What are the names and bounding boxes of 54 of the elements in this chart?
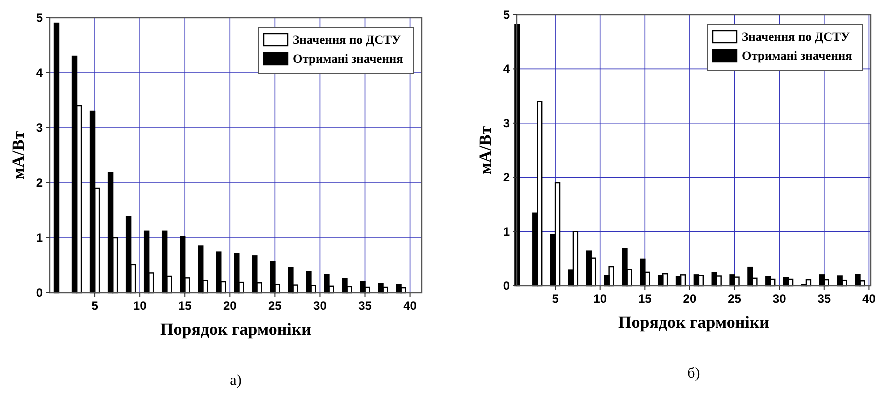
x-axis-title: Порядок гармоніки xyxy=(618,313,770,332)
x-tick-label: 35 xyxy=(358,299,372,313)
y-tick-label: 1 xyxy=(36,231,44,245)
legend-label: Значення по ДСТУ xyxy=(293,33,402,47)
y-tick-label: 4 xyxy=(503,62,510,76)
bar xyxy=(694,274,700,287)
bar xyxy=(54,22,60,294)
bar xyxy=(162,230,168,294)
y-tick-label: 0 xyxy=(36,286,44,300)
bar xyxy=(108,172,114,294)
bar xyxy=(766,276,772,287)
x-tick-label: 10 xyxy=(594,292,608,306)
x-tick-label: 20 xyxy=(683,292,697,306)
x-tick-label: 20 xyxy=(223,299,238,313)
x-tick-label: 25 xyxy=(268,299,282,313)
legend-label: Значення по ДСТУ xyxy=(742,30,850,44)
bar xyxy=(640,258,646,287)
x-tick-label: 5 xyxy=(552,292,560,306)
bar xyxy=(72,56,78,294)
x-tick-label: 30 xyxy=(314,299,328,313)
y-tick-label: 3 xyxy=(36,121,44,135)
x-tick-label: 40 xyxy=(404,299,418,313)
y-axis-title: мА/Вт xyxy=(476,126,495,175)
bar xyxy=(126,216,132,294)
y-tick-label: 0 xyxy=(503,279,510,293)
x-axis-title: Порядок гармоніки xyxy=(160,320,312,339)
y-axis-title: мА/Вт xyxy=(9,130,28,180)
bar xyxy=(90,110,96,294)
x-tick-label: 25 xyxy=(728,292,742,306)
x-tick-label: 10 xyxy=(133,299,148,313)
x-tick-label: 15 xyxy=(178,299,192,313)
y-tick-label: 2 xyxy=(503,170,510,185)
x-tick-label: 5 xyxy=(92,299,99,313)
y-tick-label: 5 xyxy=(503,8,510,22)
bar xyxy=(198,246,204,294)
text: а) xyxy=(230,373,242,389)
y-tick-label: 1 xyxy=(503,224,510,239)
bar xyxy=(572,231,579,287)
bar xyxy=(216,252,222,294)
bar xyxy=(144,230,150,294)
y-tick-label: 5 xyxy=(36,11,44,25)
legend-label: Отримані значення xyxy=(293,52,404,66)
x-tick-label: 35 xyxy=(818,292,832,306)
y-tick-label: 3 xyxy=(503,116,510,130)
y-tick-label: 2 xyxy=(36,176,44,190)
bar xyxy=(658,275,664,287)
x-tick-label: 40 xyxy=(862,292,876,306)
x-tick-label: 30 xyxy=(772,292,787,306)
legend-label: Отримані значення xyxy=(742,49,853,63)
y-tick-label: 4 xyxy=(36,66,44,80)
bar xyxy=(180,236,186,294)
x-tick-label: 15 xyxy=(638,292,652,306)
text: б) xyxy=(688,366,700,382)
bar xyxy=(676,276,682,287)
